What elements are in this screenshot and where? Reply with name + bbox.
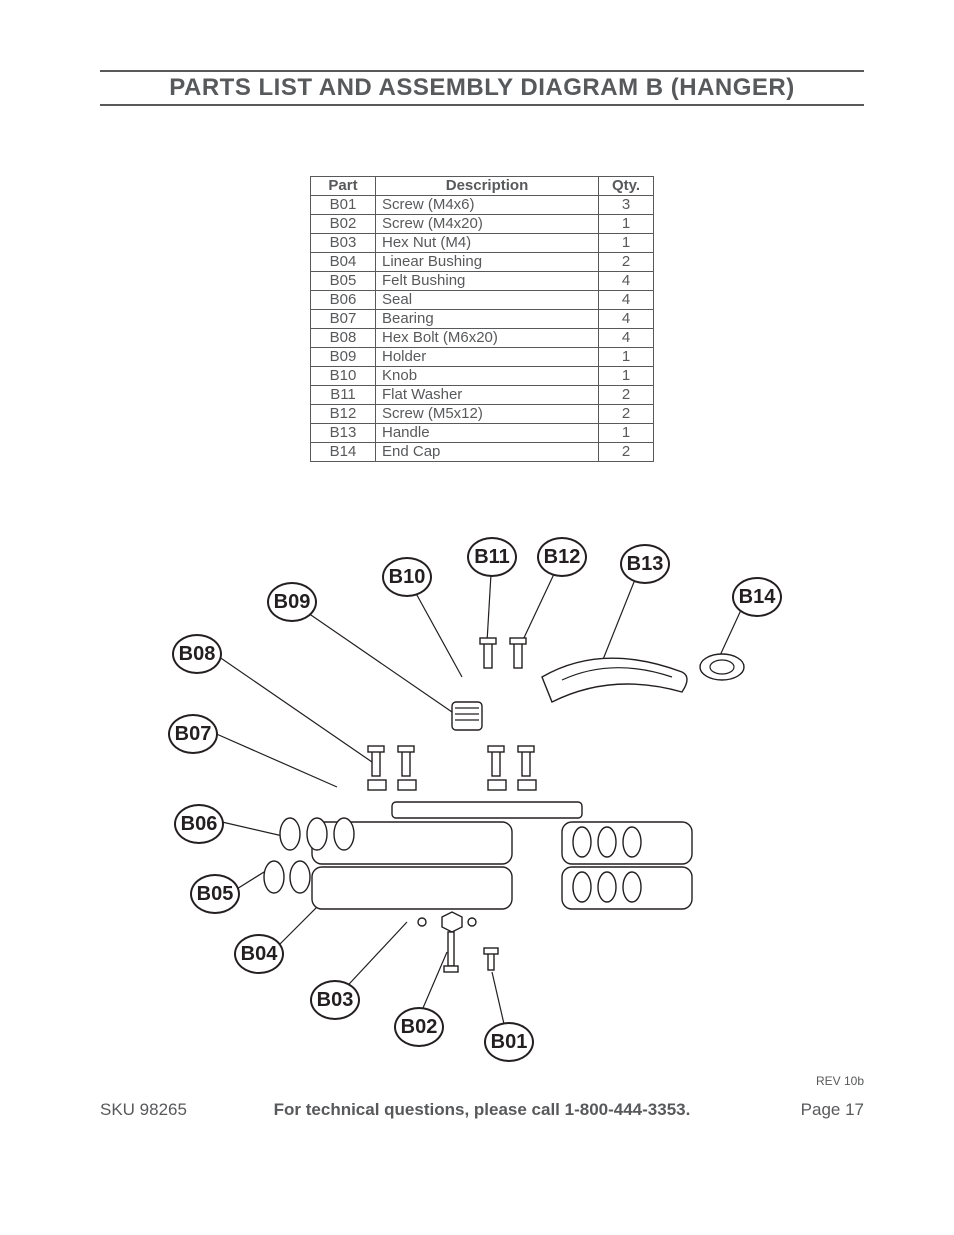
cell-qty: 2 [599, 405, 654, 424]
cell-qty: 2 [599, 443, 654, 462]
table-row: B09Holder1 [311, 348, 654, 367]
cell-qty: 4 [599, 272, 654, 291]
cell-part: B07 [311, 310, 376, 329]
callout-b14: B14 [732, 577, 782, 617]
cell-desc: Knob [376, 367, 599, 386]
cell-qty: 1 [599, 348, 654, 367]
cell-part: B13 [311, 424, 376, 443]
cell-part: B06 [311, 291, 376, 310]
cell-desc: Screw (M5x12) [376, 405, 599, 424]
revision-label: REV 10b [816, 1074, 864, 1088]
cell-desc: Hex Bolt (M6x20) [376, 329, 599, 348]
callout-b07: B07 [168, 714, 218, 754]
cell-qty: 4 [599, 329, 654, 348]
cell-desc: Seal [376, 291, 599, 310]
cell-qty: 3 [599, 196, 654, 215]
cell-desc: Screw (M4x20) [376, 215, 599, 234]
cell-qty: 4 [599, 310, 654, 329]
table-row: B01Screw (M4x6)3 [311, 196, 654, 215]
header-qty: Qty. [599, 177, 654, 196]
callout-b09: B09 [267, 582, 317, 622]
cell-qty: 4 [599, 291, 654, 310]
cell-qty: 2 [599, 253, 654, 272]
table-row: B04Linear Bushing2 [311, 253, 654, 272]
table-header-row: Part Description Qty. [311, 177, 654, 196]
tech-support-text: For technical questions, please call 1-8… [100, 1100, 864, 1120]
cell-part: B01 [311, 196, 376, 215]
cell-part: B04 [311, 253, 376, 272]
page-number: Page 17 [801, 1100, 864, 1120]
cell-desc: End Cap [376, 443, 599, 462]
cell-desc: Holder [376, 348, 599, 367]
cell-part: B10 [311, 367, 376, 386]
callout-b03: B03 [310, 980, 360, 1020]
cell-part: B09 [311, 348, 376, 367]
table-row: B08Hex Bolt (M6x20)4 [311, 329, 654, 348]
table-row: B05Felt Bushing4 [311, 272, 654, 291]
cell-part: B08 [311, 329, 376, 348]
callout-b08: B08 [172, 634, 222, 674]
callout-b11: B11 [467, 537, 517, 577]
callout-b13: B13 [620, 544, 670, 584]
cell-desc: Hex Nut (M4) [376, 234, 599, 253]
assembly-diagram: B09 B10 B11 B12 B13 B14 B08 B07 B06 B05 … [162, 522, 802, 1062]
cell-qty: 1 [599, 424, 654, 443]
callout-b05: B05 [190, 874, 240, 914]
cell-part: B02 [311, 215, 376, 234]
cell-part: B12 [311, 405, 376, 424]
table-row: B10Knob1 [311, 367, 654, 386]
table-row: B14End Cap2 [311, 443, 654, 462]
table-row: B03Hex Nut (M4)1 [311, 234, 654, 253]
cell-part: B14 [311, 443, 376, 462]
callout-b02: B02 [394, 1007, 444, 1047]
table-row: B13Handle1 [311, 424, 654, 443]
cell-desc: Felt Bushing [376, 272, 599, 291]
cell-qty: 2 [599, 386, 654, 405]
cell-qty: 1 [599, 234, 654, 253]
callout-b06: B06 [174, 804, 224, 844]
header-part: Part [311, 177, 376, 196]
cell-part: B03 [311, 234, 376, 253]
table-row: B06Seal4 [311, 291, 654, 310]
table-row: B12Screw (M5x12)2 [311, 405, 654, 424]
callout-b04: B04 [234, 934, 284, 974]
header-description: Description [376, 177, 599, 196]
cell-desc: Linear Bushing [376, 253, 599, 272]
cell-part: B11 [311, 386, 376, 405]
cell-part: B05 [311, 272, 376, 291]
cell-qty: 1 [599, 367, 654, 386]
diagram-svg [162, 522, 802, 1062]
cell-desc: Flat Washer [376, 386, 599, 405]
cell-desc: Bearing [376, 310, 599, 329]
title-bar: PARTS LIST AND ASSEMBLY DIAGRAM B (HANGE… [100, 70, 864, 106]
table-row: B11Flat Washer2 [311, 386, 654, 405]
cell-desc: Screw (M4x6) [376, 196, 599, 215]
table-row: B02Screw (M4x20)1 [311, 215, 654, 234]
parts-table: Part Description Qty. B01Screw (M4x6)3 B… [310, 176, 654, 462]
callout-b12: B12 [537, 537, 587, 577]
cell-qty: 1 [599, 215, 654, 234]
callout-b10: B10 [382, 557, 432, 597]
page-title: PARTS LIST AND ASSEMBLY DIAGRAM B (HANGE… [100, 74, 864, 102]
page-footer: REV 10b SKU 98265 For technical question… [100, 1092, 864, 1132]
page: PARTS LIST AND ASSEMBLY DIAGRAM B (HANGE… [0, 0, 954, 1172]
table-row: B07Bearing4 [311, 310, 654, 329]
callout-b01: B01 [484, 1022, 534, 1062]
cell-desc: Handle [376, 424, 599, 443]
